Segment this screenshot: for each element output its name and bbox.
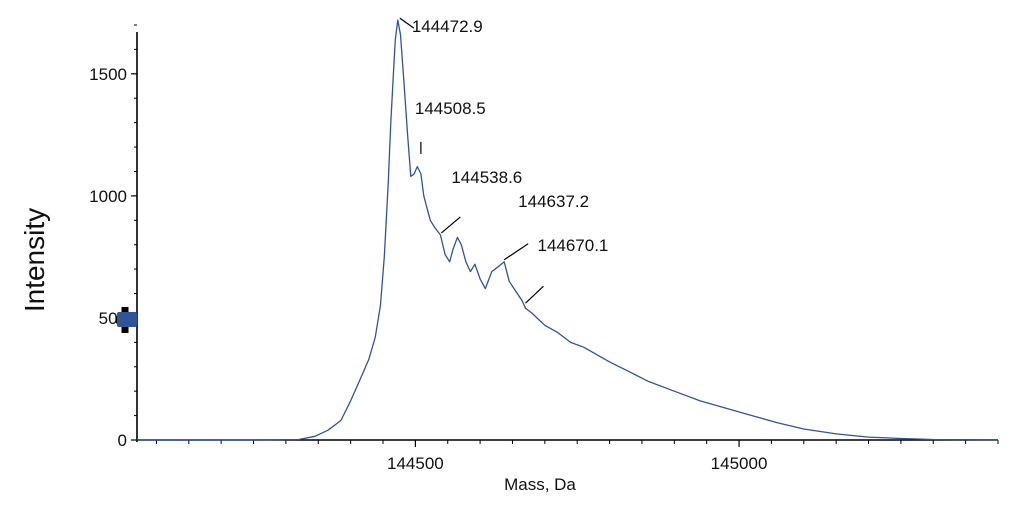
- peak-label-1: 144508.5: [415, 99, 486, 118]
- x-ticks: 144500 145000: [155, 440, 999, 473]
- spectrum-line: [137, 19, 999, 441]
- peak-labels: 144472.9 144508.5 144538.6 144637.2 144670.1: [412, 17, 609, 255]
- y-tick-label-2: 1000: [89, 187, 127, 206]
- x-tick-label-0: 144500: [387, 454, 444, 473]
- peak-label-4: 144670.1: [537, 236, 608, 255]
- peak-leader-4: [525, 285, 544, 304]
- peak-leader-0: [399, 17, 415, 29]
- cursor-handle: [117, 311, 137, 327]
- crosshair-cursor-icon[interactable]: [116, 306, 137, 333]
- y-tick-label-0: 0: [118, 431, 127, 450]
- y-axis-title: Intensity: [19, 208, 50, 312]
- peak-label-3: 144637.2: [518, 192, 589, 211]
- x-axis-title: Mass, Da: [504, 475, 576, 494]
- x-tick-label-1: 145000: [711, 454, 768, 473]
- peak-leader-2: [440, 216, 461, 234]
- peak-leader-3: [503, 243, 529, 261]
- peak-label-0: 144472.9: [412, 17, 483, 36]
- peak-label-leaders: [399, 17, 544, 304]
- y-tick-label-3: 1500: [89, 65, 127, 84]
- peak-label-2: 144538.6: [451, 168, 522, 187]
